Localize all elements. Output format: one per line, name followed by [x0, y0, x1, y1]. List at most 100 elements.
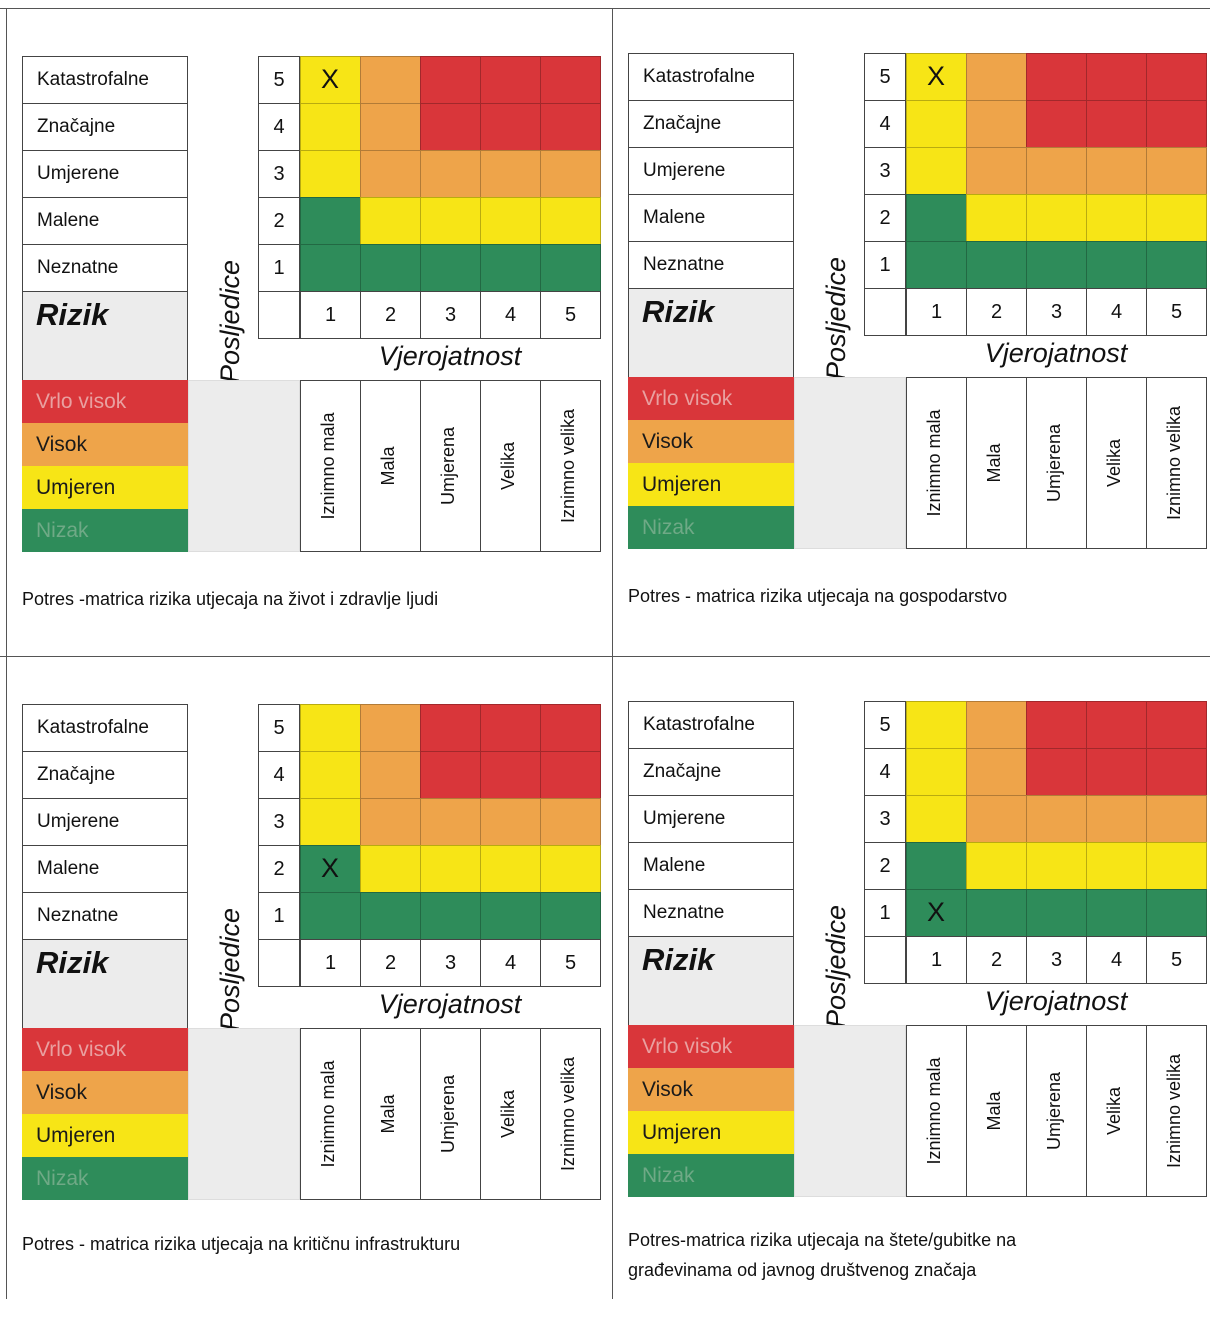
matrix-cell: [1026, 194, 1087, 242]
consequence-label: Značajne: [628, 748, 794, 796]
matrix-cell: [1146, 748, 1207, 796]
risk-label: Rizik: [642, 942, 715, 977]
legend-item: Umjeren: [628, 463, 794, 506]
probability-label: Mala: [378, 1094, 398, 1134]
matrix-cell: [1026, 748, 1087, 796]
matrix-cell: [480, 150, 541, 198]
consequence-label: Katastrofalne: [628, 701, 794, 749]
matrix-cell: [540, 892, 601, 940]
matrix-cell: [300, 56, 361, 104]
matrix-cell: [540, 56, 601, 104]
matrix-cell: [480, 56, 541, 104]
matrix-cell: [540, 751, 601, 799]
legend-item: Umjeren: [22, 1114, 188, 1157]
matrix-cell: [1086, 53, 1147, 101]
matrix-cell: [1146, 241, 1207, 289]
legend-grey-box: [188, 380, 300, 552]
caption-line: Potres-matrica rizika utjecaja na štete/…: [628, 1230, 1017, 1250]
matrix-cell: [1146, 100, 1207, 148]
matrix-cell: [1086, 748, 1147, 796]
risk-mark: X: [926, 61, 945, 91]
risk-matrix-panel: Katastrofalne Značajne Umjerene Malene Nezna…: [22, 56, 622, 696]
matrix-cell: [300, 244, 361, 292]
matrix-cell: [906, 795, 967, 843]
matrix-cell: [966, 842, 1027, 890]
probability-label: Iznimno velika: [1164, 405, 1184, 521]
matrix-cell: [360, 103, 421, 151]
probability-label: Iznimno velika: [1164, 1053, 1184, 1169]
panel-caption: Potres-matrica rizika utjecaja na štete/…: [628, 1225, 1016, 1285]
risk-mark: X: [320, 853, 339, 883]
row-number: 5: [864, 701, 906, 749]
legend-item: Umjeren: [628, 1111, 794, 1154]
matrix-cell: [480, 197, 541, 245]
probability-column: [420, 1028, 481, 1200]
matrix-cell: [540, 244, 601, 292]
matrix-cell: [480, 798, 541, 846]
matrix-cell: [906, 889, 967, 937]
matrix-cell: [906, 701, 967, 749]
matrix-cell: [1026, 53, 1087, 101]
matrix-cell: [966, 147, 1027, 195]
column-number: 3: [1026, 288, 1087, 336]
matrix-cell: [906, 100, 967, 148]
probability-label: Iznimno mala: [318, 1060, 338, 1168]
probability-label: Iznimno mala: [924, 1057, 944, 1165]
probability-label: Mala: [984, 1091, 1004, 1131]
matrix-cell: [360, 798, 421, 846]
matrix-cell: [360, 244, 421, 292]
matrix-cell: [480, 892, 541, 940]
matrix-cell: [480, 103, 541, 151]
row-number: 4: [258, 103, 300, 151]
row-number: 4: [864, 748, 906, 796]
row-number: 3: [258, 150, 300, 198]
probability-label: Iznimno velika: [558, 408, 578, 524]
matrix-cell: [360, 150, 421, 198]
row-number: 2: [258, 845, 300, 893]
matrix-cell: [906, 748, 967, 796]
matrix-cell: [906, 842, 967, 890]
probability-column: [1086, 1025, 1147, 1197]
column-number: 3: [420, 939, 481, 987]
risk-matrix-panel: Katastrofalne Značajne Umjerene Malene Nezna…: [628, 701, 1210, 1341]
row-number: 1: [864, 241, 906, 289]
column-number: 4: [1086, 936, 1147, 984]
matrix-cell: [1146, 842, 1207, 890]
column-number: 4: [1086, 288, 1147, 336]
frame-top-line: [0, 8, 1210, 9]
column-number: 2: [966, 936, 1027, 984]
consequence-label: Značajne: [628, 100, 794, 148]
row-number: 2: [258, 197, 300, 245]
matrix-cell: [1146, 53, 1207, 101]
matrix-cell: [420, 103, 481, 151]
matrix-cell: [300, 150, 361, 198]
risk-matrix-panel: Katastrofalne Značajne Umjerene Malene Nezna…: [22, 704, 622, 1344]
risk-label: Rizik: [36, 945, 109, 980]
row-number: 3: [864, 147, 906, 195]
corner-cell: [258, 291, 300, 339]
consequence-label: Malene: [22, 845, 188, 893]
matrix-cell: [1146, 795, 1207, 843]
consequence-label: Katastrofalne: [22, 704, 188, 752]
rizik-box: [628, 288, 794, 378]
consequence-axis-label: Posljedice: [215, 259, 245, 383]
legend-item: Nizak: [628, 1154, 794, 1197]
column-number: 1: [300, 291, 361, 339]
rizik-box: [628, 936, 794, 1026]
matrix-cell: [1086, 241, 1147, 289]
matrix-cell: [906, 241, 967, 289]
rizik-box: [22, 291, 188, 381]
column-number: 1: [300, 939, 361, 987]
legend-item: Umjeren: [22, 466, 188, 509]
legend-item: Visok: [628, 420, 794, 463]
panel-caption: Potres - matrica rizika utjecaja na gosp…: [628, 581, 1007, 611]
matrix-cell: [360, 56, 421, 104]
matrix-cell: [420, 798, 481, 846]
panel-caption: Potres -matrica rizika utjecaja na život…: [22, 584, 438, 614]
matrix-cell: [1146, 194, 1207, 242]
row-number: 4: [864, 100, 906, 148]
matrix-cell: [966, 100, 1027, 148]
matrix-cell: [300, 892, 361, 940]
risk-matrix-panel: Katastrofalne Značajne Umjerene Malene Nezna…: [628, 53, 1210, 693]
frame-left-line: [6, 8, 7, 1299]
